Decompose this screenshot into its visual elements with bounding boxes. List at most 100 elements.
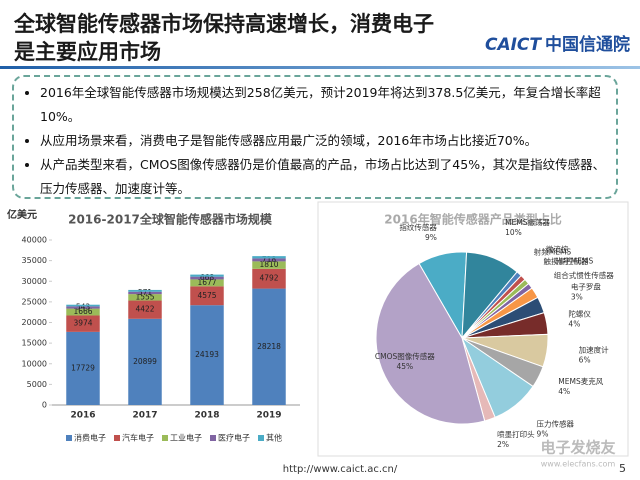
data-label: 3974 — [73, 319, 92, 328]
x-tick-label: 2016 — [70, 411, 95, 421]
legend-label: 其他 — [266, 433, 282, 443]
watermark-url: www.elecfans.com — [541, 460, 616, 469]
bar-segment — [66, 315, 100, 332]
x-tick-label: 2017 — [132, 411, 157, 421]
slice-label: 触摸屏控制器 — [543, 256, 588, 266]
slice-label: 组合式惯性传感器 — [554, 270, 614, 280]
bar-segment — [252, 256, 286, 259]
bar-segment — [252, 258, 286, 262]
bar-segment — [66, 304, 100, 307]
data-label: 17729 — [71, 363, 95, 372]
legend-label: 汽车电子 — [122, 433, 154, 443]
x-tick-label: 2019 — [256, 411, 281, 421]
y-tick-label: 20000 — [22, 318, 47, 327]
slice-label: 陀螺仪 — [568, 309, 591, 319]
slice-label: CMOS图像传感器 — [375, 351, 435, 361]
bar-segment — [190, 274, 224, 277]
logo-cn: 中国信通院 — [545, 35, 630, 55]
logo: CAICT 中国信通院 — [485, 30, 630, 55]
bar-segment — [252, 268, 286, 289]
slice-value: 9% — [425, 233, 437, 242]
bullet-list: 2016年全球智能传感器市场规模达到258亿美元，预计2019年将达到378.5… — [14, 81, 616, 201]
bar-segment — [128, 294, 162, 301]
slice-label: 电子罗盘 — [571, 282, 601, 292]
slice-label: 加速度计 — [579, 345, 609, 355]
page-number: 5 — [619, 462, 626, 475]
legend-swatch — [258, 435, 264, 441]
legend-swatch — [114, 435, 120, 441]
chart-title: 2016年智能传感器产品类型占比 — [384, 212, 561, 227]
bar-segment — [190, 305, 224, 405]
bullet: 从应用场景来看，消费电子是智能传感器应用最广泛的领域，2016年市场占比接近70… — [40, 129, 616, 153]
slice-value: 45% — [397, 362, 414, 371]
slice-label: 射频MEMS — [534, 246, 572, 256]
slice-label: 微流控 — [546, 244, 569, 254]
y-tick-label: 30000 — [22, 277, 47, 286]
y-tick-label: 0 — [42, 401, 47, 410]
data-label: 571 — [138, 288, 153, 297]
legend-swatch — [210, 435, 216, 441]
slice-label: 压力传感器 — [537, 418, 575, 428]
data-label: 1555 — [135, 292, 154, 301]
footer-url: http://www.caict.ac.cn/ — [283, 464, 398, 475]
bar-segment — [128, 289, 162, 292]
logo-en: CAICT — [484, 35, 541, 55]
slice-value: 2% — [497, 440, 509, 449]
data-label: 4792 — [259, 274, 278, 283]
data-label: 28218 — [257, 342, 281, 351]
bar-segment — [190, 279, 224, 287]
data-label: 543 — [76, 302, 91, 311]
slice-value: 10% — [505, 228, 522, 237]
y-tick-label: 40000 — [22, 236, 47, 245]
bar-segment — [128, 300, 162, 319]
title-line: 全球智能传感器市场保持高速增长，消费电子 — [14, 12, 434, 36]
data-label: 668 — [200, 273, 215, 282]
slice-label: 光学MEMS — [556, 255, 594, 265]
data-label: 4422 — [135, 305, 154, 314]
bar-segment — [128, 291, 162, 295]
legend-label: 消费电子 — [74, 433, 106, 443]
data-label: 24193 — [195, 350, 219, 359]
slice-label: 喷墨打印头 — [497, 429, 535, 439]
bar-segment — [252, 261, 286, 269]
chart-title: 2016-2017全球智能传感器市场规模 — [68, 212, 273, 227]
bar-segment — [66, 308, 100, 316]
legend-label: 医疗电子 — [218, 433, 250, 443]
legend-swatch — [66, 435, 72, 441]
y-tick-label: 35000 — [22, 256, 47, 265]
slice-label: 指纹传感器 — [399, 222, 437, 232]
bullet: 2016年全球智能传感器市场规模达到258亿美元，预计2019年将达到378.5… — [40, 81, 616, 129]
data-label: 1677 — [197, 278, 216, 287]
slice-value: 4% — [558, 387, 570, 396]
data-label: 718 — [262, 255, 277, 264]
legend-label: 工业电子 — [170, 433, 202, 443]
slice-label: MEMS麦克风 — [558, 376, 603, 386]
header-rule — [0, 66, 640, 69]
bar-segment — [252, 288, 286, 405]
pie-slice — [375, 262, 486, 425]
watermark: 电子发烧友 — [540, 439, 615, 457]
y-tick-label: 5000 — [27, 380, 47, 389]
x-tick-label: 2018 — [194, 411, 219, 421]
slice-label: MEMS振荡器 — [505, 217, 550, 227]
bar-segment — [190, 276, 224, 280]
title-line: 是主要应用市场 — [14, 40, 161, 64]
data-label: 4575 — [197, 291, 216, 300]
legend-swatch — [162, 435, 168, 441]
y-tick-label: 15000 — [22, 339, 47, 348]
pie-frame — [317, 201, 629, 457]
bar-segment — [190, 286, 224, 306]
bullet: 从产品类型来看，CMOS图像传感器仍是价值最高的产品，市场占比达到了45%，其次… — [40, 153, 616, 201]
data-label: 1810 — [259, 260, 278, 269]
y-tick-label: 25000 — [22, 297, 47, 306]
data-label: 1666 — [73, 307, 92, 316]
slice-value: 4% — [568, 320, 580, 329]
data-label: 20899 — [133, 357, 157, 366]
bar-segment — [66, 331, 100, 405]
slice-value: 9% — [537, 429, 549, 438]
y-tick-label: 10000 — [22, 359, 47, 368]
y-axis-label: 亿美元 — [7, 208, 37, 221]
summary-box: 2016年全球智能传感器市场规模达到258亿美元，预计2019年将达到378.5… — [12, 75, 618, 199]
